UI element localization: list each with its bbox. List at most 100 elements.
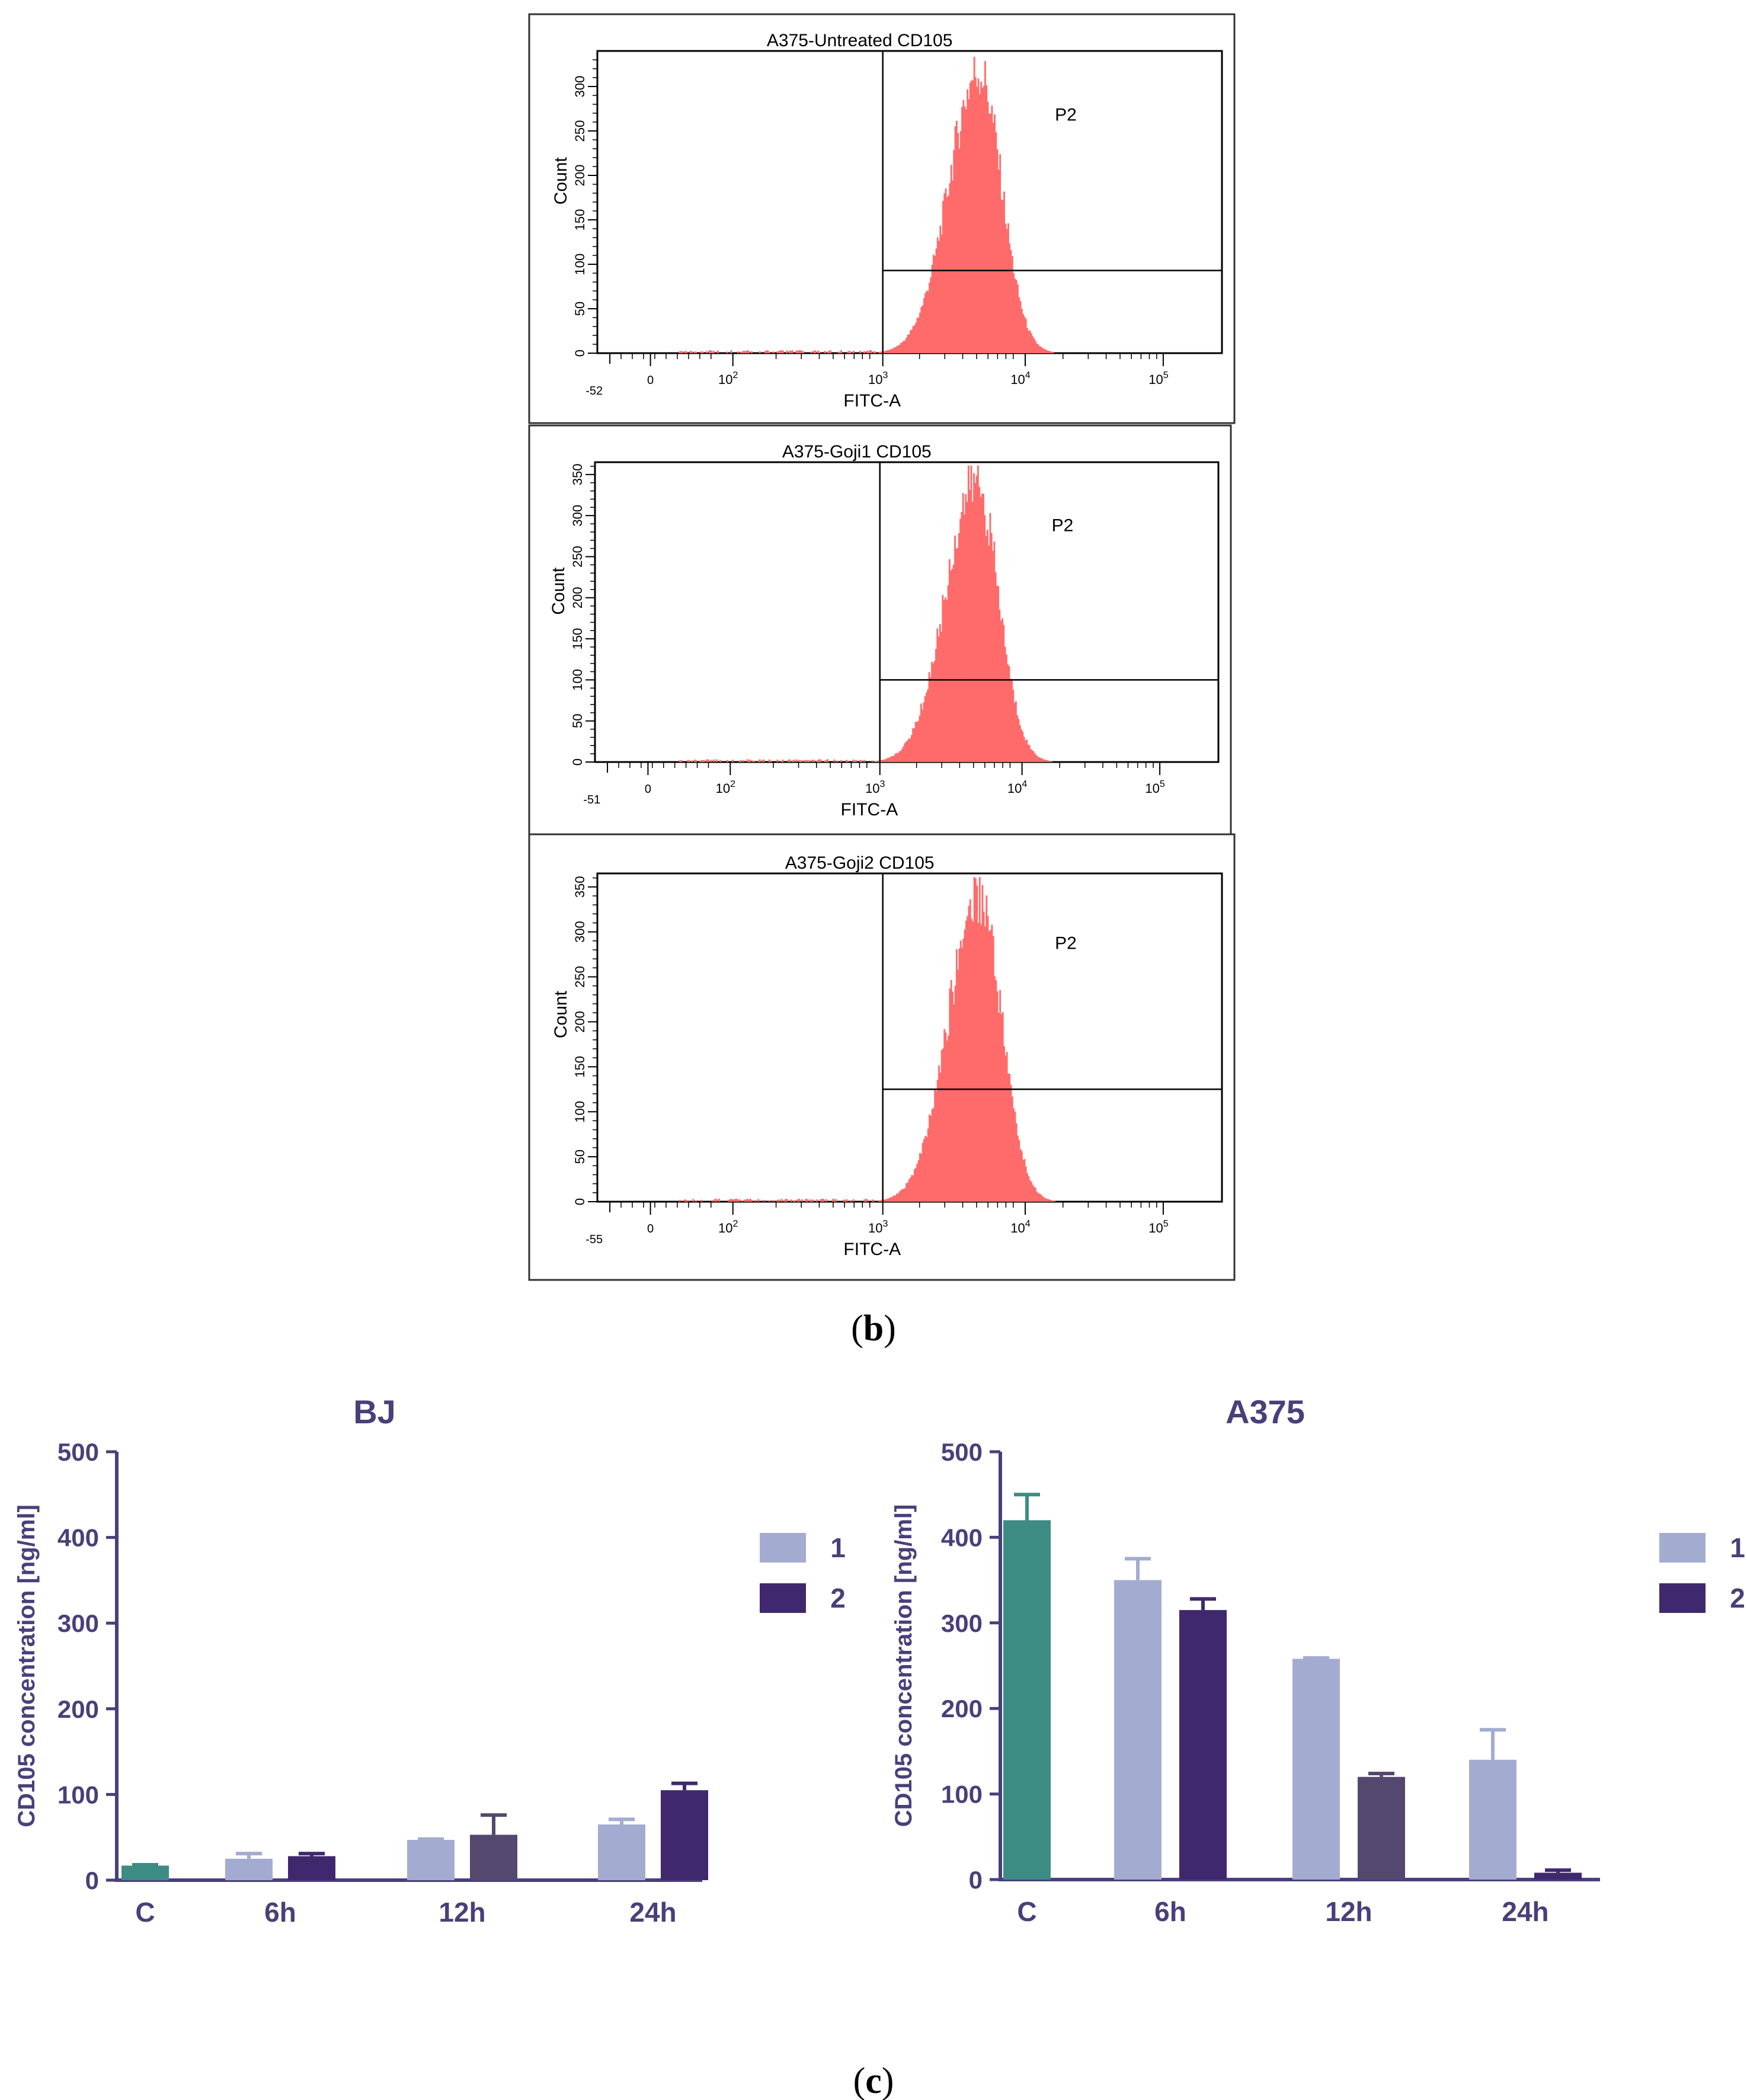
histogram-bin xyxy=(927,689,929,762)
x-tick-label-exp: 3 xyxy=(882,1219,888,1229)
histogram-bin xyxy=(1014,1111,1016,1202)
histogram-bin xyxy=(796,1199,799,1202)
y-tick-label: 250 xyxy=(572,120,587,142)
histogram-bin xyxy=(912,1175,914,1202)
histogram-bin xyxy=(731,1199,734,1202)
histogram-bin xyxy=(990,533,993,762)
histogram-bin xyxy=(1003,1046,1005,1202)
histogram-bin xyxy=(691,760,693,762)
histogram-bin xyxy=(1030,749,1032,762)
histogram-bin xyxy=(974,878,977,1202)
histogram-bin xyxy=(1038,757,1040,762)
histogram-bin xyxy=(776,759,779,762)
histogram-bin xyxy=(1003,191,1005,353)
x-tick-label-exp: 3 xyxy=(880,779,885,789)
histogram-bin xyxy=(952,991,954,1202)
histogram-bin xyxy=(855,760,857,762)
histogram-bin xyxy=(915,1167,917,1202)
histogram-bin xyxy=(985,536,987,762)
histogram-bin xyxy=(947,585,949,762)
histogram-bin xyxy=(931,1109,933,1202)
histogram-bin xyxy=(1030,1182,1032,1202)
chart-title: BJ xyxy=(353,1393,396,1430)
histogram-bin xyxy=(1027,744,1029,762)
histogram-bin xyxy=(828,351,830,353)
histogram-bin xyxy=(909,738,911,762)
x-tick-label-base: 10 xyxy=(1010,372,1025,387)
y-tick-label: 400 xyxy=(941,1523,983,1551)
histogram-bin xyxy=(834,1199,837,1202)
x-category-label: C xyxy=(135,1897,155,1928)
histogram-bin xyxy=(1004,1055,1007,1202)
legend: 12 xyxy=(1659,1532,1745,1614)
x-zero-label: 0 xyxy=(645,783,651,796)
histogram-bin xyxy=(1017,284,1019,353)
x-min-label: -51 xyxy=(583,793,600,806)
histogram-bin xyxy=(980,924,983,1202)
histogram-bin xyxy=(926,290,928,353)
histogram-bin xyxy=(895,753,898,762)
x-tick-label: 102 xyxy=(718,1219,738,1235)
histogram-bin xyxy=(699,760,701,762)
histogram-bin xyxy=(984,926,986,1202)
histogram-bin xyxy=(747,1198,748,1202)
histogram-bin xyxy=(1024,740,1026,762)
y-tick-label: 100 xyxy=(57,1781,99,1808)
histogram-bin xyxy=(931,661,933,762)
histogram-bin xyxy=(879,351,882,353)
histogram-bin xyxy=(729,1199,731,1202)
histogram-bin xyxy=(1036,1191,1038,1202)
panel-label-b: (b) xyxy=(851,1308,896,1349)
histogram-bin xyxy=(798,350,801,353)
histogram-bin xyxy=(964,514,965,762)
histogram-bin xyxy=(714,1199,716,1202)
histogram-bin xyxy=(939,225,942,353)
histogram-bin xyxy=(1014,278,1016,353)
histogram-bin xyxy=(907,335,909,353)
histogram-bin xyxy=(679,351,681,353)
histogram-bin xyxy=(741,1200,743,1202)
histogram-bin xyxy=(893,756,895,762)
histogram-bin xyxy=(983,86,985,353)
histogram-bin xyxy=(1042,759,1044,762)
x-tick-label: 103 xyxy=(868,1219,888,1235)
histogram-bin xyxy=(770,760,772,762)
histogram-ylabel: Count xyxy=(551,157,571,205)
histogram-bin xyxy=(996,149,999,353)
histogram-frame xyxy=(528,13,1236,424)
histogram-bin xyxy=(850,1200,852,1202)
histogram-bin xyxy=(913,728,916,762)
histogram-bin xyxy=(907,1182,909,1202)
histogram-bin xyxy=(702,351,704,353)
histogram-bin xyxy=(977,923,980,1202)
histogram-bin xyxy=(1026,1173,1028,1202)
histogram-bin xyxy=(840,760,842,762)
histogram-bin xyxy=(1029,1180,1031,1202)
y-tick-label: 200 xyxy=(57,1695,99,1723)
histogram-bin xyxy=(740,760,742,762)
histogram-bin xyxy=(924,293,927,353)
histogram-bin xyxy=(867,351,869,353)
histogram-bin xyxy=(926,692,927,762)
legend-swatch-2 xyxy=(760,1583,806,1613)
histogram-bin xyxy=(894,753,897,762)
histogram-bin xyxy=(1052,1200,1054,1202)
histogram-bin xyxy=(887,350,888,353)
y-tick-label: 350 xyxy=(572,876,587,898)
histogram-bin xyxy=(993,542,996,762)
histogram-bin xyxy=(1043,759,1045,762)
histogram-bin xyxy=(818,759,821,762)
y-tick-label: 100 xyxy=(570,669,585,691)
y-axis-label: CD105 concentration [ng/ml] xyxy=(14,1504,40,1827)
histogram-bin xyxy=(801,760,803,762)
histogram-bin xyxy=(885,759,887,762)
histogram-bin xyxy=(996,585,998,762)
histogram-bin xyxy=(885,1199,887,1202)
histogram-bin xyxy=(1034,1187,1036,1202)
histogram-bin xyxy=(988,545,990,762)
histogram-bin xyxy=(1039,347,1042,353)
histogram-bin xyxy=(748,1199,750,1202)
histogram-bin xyxy=(984,60,986,353)
histogram-bin xyxy=(1052,351,1054,353)
y-tick-label: 350 xyxy=(570,463,585,485)
